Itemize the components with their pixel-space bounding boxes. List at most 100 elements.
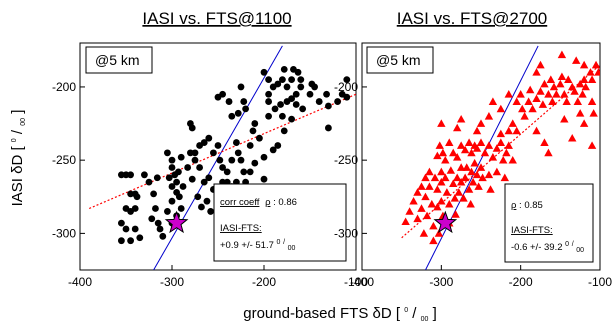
data-point (456, 163, 466, 171)
left-stats-unit-slash: / (283, 239, 285, 246)
data-point (594, 68, 600, 76)
data-point (518, 104, 527, 113)
x-tick-label: -300 (160, 275, 184, 289)
data-point (549, 82, 559, 91)
data-point (127, 237, 134, 245)
data-point (589, 109, 598, 117)
data-point (425, 182, 434, 190)
data-point (413, 214, 422, 223)
data-point (468, 177, 478, 186)
data-point (177, 205, 185, 212)
data-point (127, 208, 134, 215)
data-point (198, 203, 205, 211)
y-axis-label: IASI δD [ 0 / 00 ] (3, 110, 29, 207)
data-point (164, 208, 171, 215)
data-point (499, 155, 508, 164)
data-point (430, 173, 440, 182)
data-point (512, 126, 521, 135)
data-point (429, 236, 438, 245)
data-point (277, 101, 284, 108)
data-point (476, 163, 486, 171)
data-point (516, 90, 525, 98)
data-point (274, 142, 282, 149)
data-point (478, 173, 487, 182)
data-point (548, 97, 557, 105)
data-point (343, 76, 351, 84)
left-stats-unit-num: 0 (277, 239, 281, 246)
data-point (425, 167, 434, 176)
left-chart-title: IASI vs. FTS@1100 (142, 9, 291, 28)
data-point (449, 148, 458, 157)
left-plot-frame (79, 42, 357, 271)
data-point (570, 87, 579, 95)
left-stats-corr-value: : 0.86 (273, 197, 297, 208)
data-point (460, 173, 470, 182)
data-point (279, 76, 286, 84)
data-point (207, 208, 215, 215)
data-point (148, 215, 156, 223)
data-point (557, 72, 567, 81)
data-point (578, 90, 587, 98)
right-data-points (401, 50, 600, 245)
data-point (246, 168, 254, 176)
data-point (200, 139, 208, 146)
data-point (442, 188, 452, 196)
x-axis-unit-slash: / (412, 305, 417, 322)
x-axis-label-text: ground-based FTS δD [ (243, 305, 401, 322)
data-point (480, 148, 490, 157)
data-point (200, 178, 208, 186)
data-point (131, 225, 139, 233)
data-point (219, 90, 227, 98)
left-altitude-label: @5 km (95, 52, 140, 68)
data-point (122, 225, 130, 233)
x-tick-label: -400 (350, 275, 374, 289)
data-point (492, 167, 502, 176)
data-point (323, 90, 330, 98)
data-point (177, 153, 185, 161)
right-chart-title: IASI vs. FTS@2700 (397, 9, 547, 28)
data-point (306, 90, 314, 98)
data-point (500, 173, 509, 182)
data-point (532, 68, 541, 76)
data-point (557, 50, 567, 59)
x-axis-label: ground-based FTS δD [ 0 / 00 ] (243, 299, 437, 325)
data-point (205, 134, 213, 142)
left-stats-corr-label: corr coeff (220, 197, 260, 208)
data-point (283, 83, 291, 91)
data-point (127, 190, 134, 198)
data-point (315, 98, 323, 105)
data-point (228, 112, 236, 120)
data-point (265, 76, 272, 84)
right-fit-lines (401, 45, 600, 270)
data-point (484, 141, 494, 149)
right-axis-ticks: -400 -300 -200 -100 -300 -250 -200 (334, 80, 612, 289)
data-point (240, 168, 248, 176)
data-point (579, 75, 589, 83)
data-point (421, 173, 430, 182)
data-point (118, 237, 125, 245)
data-point (240, 98, 248, 105)
data-point (297, 76, 305, 84)
data-point (449, 179, 458, 187)
data-point (496, 129, 506, 138)
data-point (127, 171, 134, 179)
data-point (433, 151, 442, 160)
data-point (525, 85, 535, 94)
data-point (401, 217, 410, 226)
y-tick-label: -250 (52, 153, 76, 167)
right-stats-unit-num: 0 (565, 241, 569, 248)
data-point (568, 133, 577, 142)
data-point (556, 79, 565, 88)
data-point (504, 90, 513, 98)
data-point (581, 82, 590, 91)
data-point (476, 119, 486, 127)
data-point (251, 159, 259, 167)
data-point (133, 193, 141, 201)
data-point (484, 112, 494, 120)
data-point (496, 104, 506, 113)
data-point (453, 173, 462, 182)
data-point (234, 149, 242, 157)
data-point (233, 139, 240, 146)
data-point (456, 114, 466, 123)
left-stats-unit-den: 00 (288, 245, 296, 252)
